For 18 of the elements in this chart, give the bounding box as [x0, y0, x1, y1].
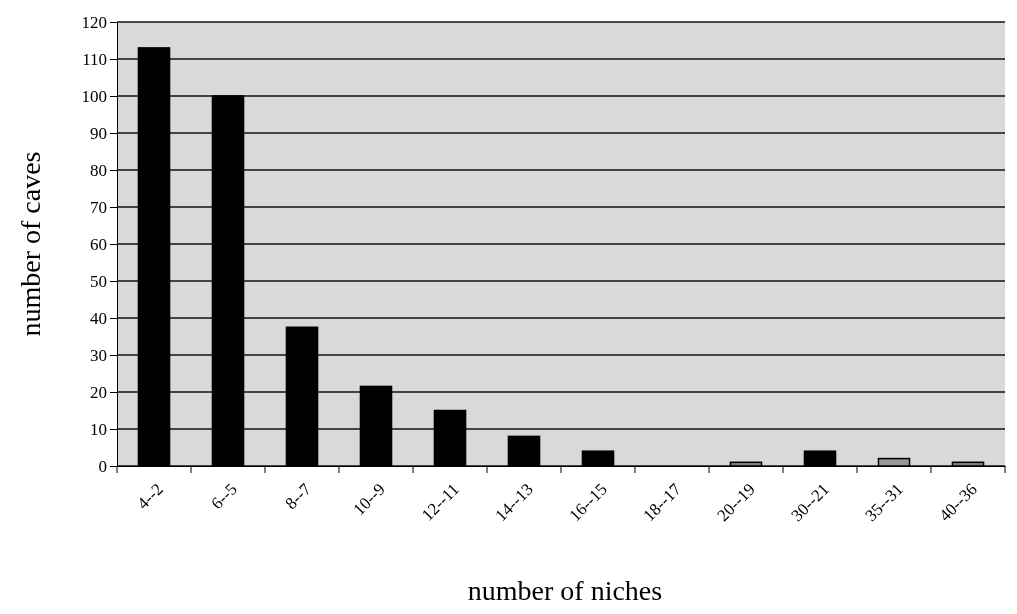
y-tick-label: 70 — [90, 197, 107, 217]
y-tick-label: 40 — [90, 308, 107, 328]
x-tick-label: 6--5 — [207, 479, 241, 513]
y-tick-label: 90 — [90, 123, 107, 143]
y-tick-label: 30 — [90, 345, 107, 365]
y-tick-label: 10 — [90, 419, 107, 439]
y-tick-label: 0 — [98, 456, 107, 476]
y-tick-label: 120 — [81, 12, 107, 32]
y-tick-label: 60 — [90, 234, 107, 254]
y-tick-label: 50 — [90, 271, 107, 291]
y-axis-title: number of caves — [15, 151, 46, 337]
x-axis-title: number of niches — [467, 575, 663, 606]
y-tick-label: 20 — [90, 382, 107, 402]
y-tick-label: 100 — [81, 86, 107, 106]
y-tick-label: 110 — [82, 49, 107, 69]
y-tick-label: 80 — [90, 160, 107, 180]
x-tick-label: 4--2 — [133, 479, 167, 513]
x-tick-label: 8--7 — [281, 479, 316, 513]
